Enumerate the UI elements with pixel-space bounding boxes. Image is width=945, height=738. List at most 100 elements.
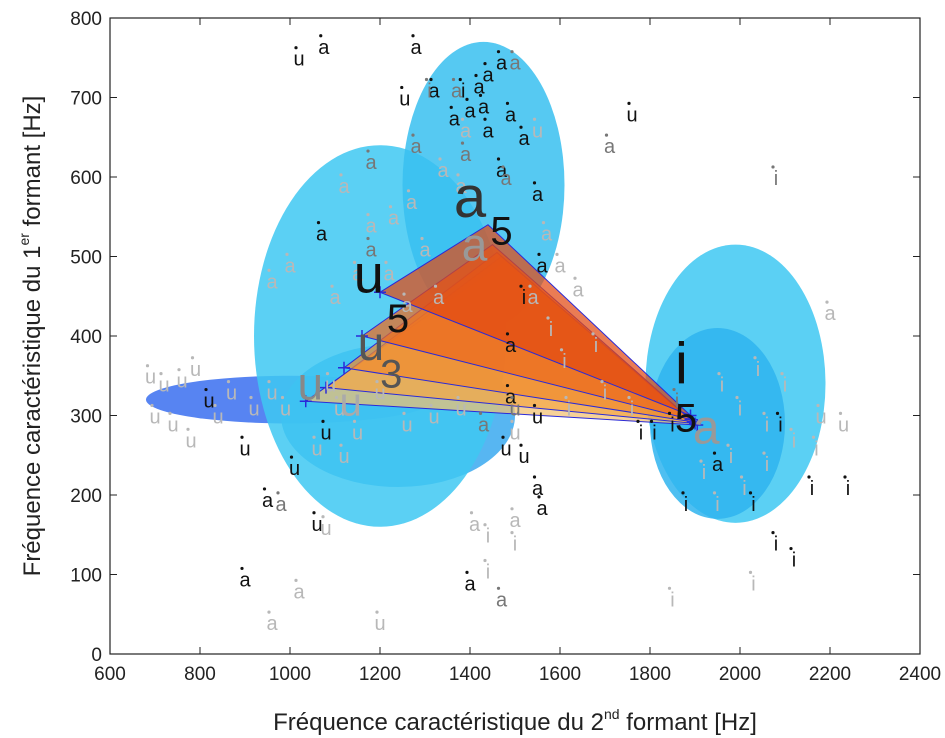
token-u: u (203, 391, 214, 413)
token-dot (591, 332, 595, 336)
token-a: a (383, 263, 395, 285)
x-tick-label: 2200 (809, 664, 851, 685)
token-a: a (316, 224, 328, 246)
token-dot (294, 46, 298, 50)
token-u: u (320, 518, 331, 540)
token-dot (672, 387, 676, 392)
token-dot (505, 332, 510, 336)
token-dot (528, 284, 532, 288)
token-i: i (729, 446, 733, 468)
token-i: i (774, 168, 778, 190)
token-dot (388, 205, 393, 209)
token-i: i (549, 319, 553, 341)
token-a: a (572, 279, 584, 301)
token-a: a (266, 271, 278, 293)
token-a: a (428, 81, 440, 103)
centroid-label-3-6: 3 (380, 353, 402, 397)
token-dot (429, 403, 433, 408)
token-u: u (626, 104, 637, 126)
y-tick-label: 700 (70, 89, 102, 110)
token-dot (762, 451, 766, 455)
y-tick-label: 100 (70, 566, 102, 587)
x-tick-label: 600 (94, 664, 126, 685)
token-dot (573, 276, 577, 280)
token-a: a (536, 255, 548, 277)
token-u: u (374, 613, 385, 635)
centroid-label-a-0: a (454, 165, 487, 230)
token-a: a (455, 176, 467, 198)
token-i: i (756, 359, 760, 381)
token-dot (366, 236, 370, 241)
token-dot (532, 181, 537, 185)
token-a: a (496, 589, 508, 611)
token-a: a (275, 494, 287, 516)
token-dot (510, 395, 514, 400)
token-u: u (311, 514, 322, 536)
token-dot (843, 475, 847, 479)
token-dot (451, 77, 456, 82)
x-tick-label: 1000 (269, 664, 311, 685)
token-a: a (460, 120, 472, 142)
token-a: a (433, 287, 445, 309)
token-i: i (738, 399, 742, 421)
token-dot (501, 165, 505, 169)
centroid-label-5-4: 5 (387, 297, 409, 341)
token-dot (735, 395, 739, 400)
token-a: a (496, 160, 508, 182)
token-a: a (469, 514, 481, 536)
x-tick-label: 1400 (449, 664, 491, 685)
token-dot (717, 372, 721, 376)
token-u: u (815, 406, 826, 428)
token-a: a (496, 53, 508, 75)
token-i: i (810, 478, 814, 500)
x-tick-label: 2000 (719, 664, 761, 685)
token-a: a (437, 160, 449, 182)
token-a: a (500, 168, 512, 190)
token-dot (285, 252, 289, 256)
token-dot (483, 62, 487, 66)
token-dot (159, 372, 163, 376)
token-dot (402, 411, 406, 415)
token-dot (789, 546, 793, 551)
token-a: a (410, 136, 422, 158)
token-dot (789, 427, 793, 431)
token-a: a (460, 144, 472, 166)
token-dot (352, 260, 357, 264)
token-dot (483, 558, 487, 563)
centroid-marker-4-u (356, 330, 368, 342)
token-dot (775, 411, 780, 415)
token-i: i (792, 550, 796, 572)
token-i: i (774, 534, 778, 556)
token-dot (319, 34, 323, 38)
token-a: a (338, 176, 350, 198)
y-tick-label: 0 (91, 645, 102, 666)
centroid-marker-5-u (374, 286, 386, 299)
token-dot (712, 451, 717, 455)
token-u: u (293, 49, 304, 71)
token-dot (505, 101, 510, 105)
centroid-label-i-9: i (675, 332, 688, 397)
centroid-label-u-7: u (297, 358, 323, 410)
token-u: u (532, 120, 543, 142)
token-i: i (765, 454, 769, 476)
token-u: u (167, 414, 178, 436)
x-tick-label: 1600 (539, 664, 581, 685)
token-dot (519, 125, 523, 129)
token-a: a (518, 128, 530, 150)
token-u: u (401, 414, 412, 436)
token-u: u (455, 399, 466, 421)
token-dot (456, 173, 460, 177)
token-i: i (562, 351, 566, 373)
token-u: u (212, 406, 223, 428)
token-i: i (652, 422, 656, 444)
token-dot (483, 523, 487, 527)
token-i: i (427, 81, 431, 103)
vowel-triangle-5 (378, 224, 691, 416)
token-u: u (280, 399, 291, 421)
token-dot (501, 435, 505, 439)
token-a: a (482, 65, 494, 87)
token-dot (433, 284, 438, 288)
token-dot (532, 117, 537, 121)
token-dot (559, 348, 564, 352)
token-i: i (670, 414, 674, 436)
